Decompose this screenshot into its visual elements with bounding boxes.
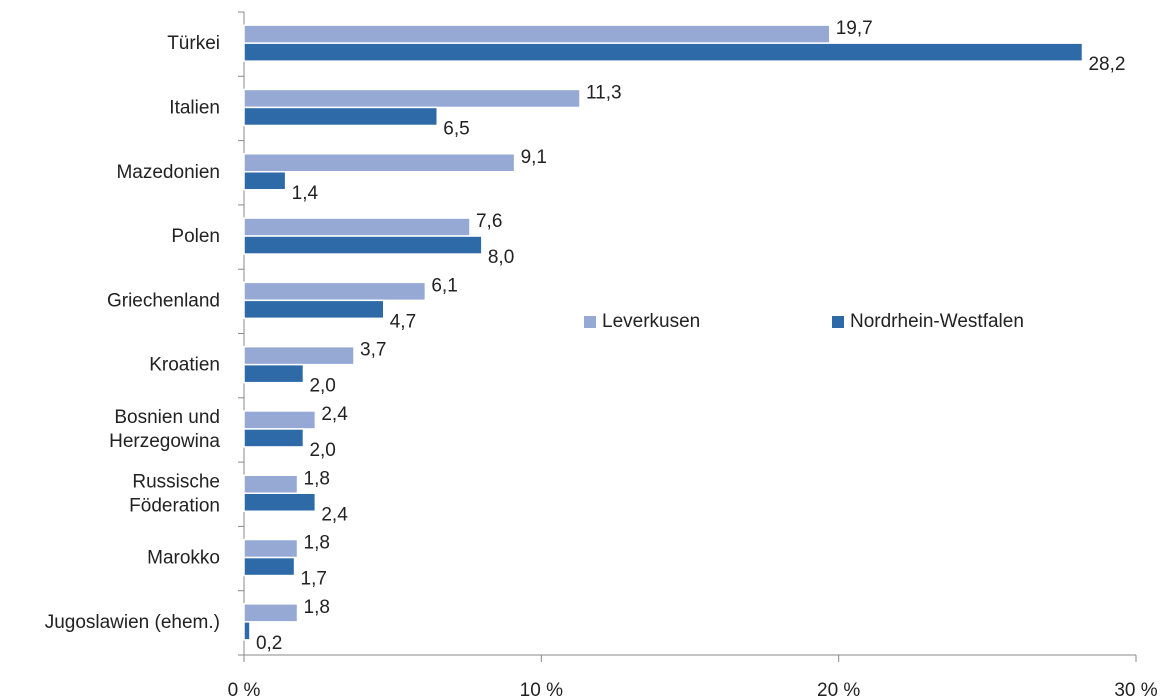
value-label: 2,0 [309,440,335,461]
bar [243,345,355,366]
bar [243,24,831,44]
legend-label: Leverkusen [602,311,700,332]
y-tick-label: Italien [169,97,220,118]
value-label: 3,7 [360,340,386,361]
x-tick-label: 20 % [817,680,860,700]
value-label: 4,7 [390,311,416,332]
bar [243,106,439,127]
value-label: 1,8 [304,468,330,489]
x-tick-label: 10 % [520,680,563,700]
bar [243,538,299,559]
y-tick-label: Jugoslawien (ehem.) [45,612,220,633]
bar [243,299,385,320]
value-label: 0,2 [256,633,282,654]
bar [243,603,299,623]
value-label: 2,4 [321,404,348,425]
bar [243,621,251,641]
value-label: 7,6 [476,211,502,232]
value-label: 2,4 [321,504,348,525]
y-tick-label: Russische Föderation [129,471,220,516]
bar [243,153,516,173]
bar [243,492,317,512]
bar [243,42,1084,62]
value-label: 1,8 [304,597,330,618]
y-tick-label: Polen [171,226,220,247]
bar [243,217,471,237]
value-label: 9,1 [521,147,547,168]
bar [243,363,305,384]
bar [243,235,483,255]
bar [243,88,581,109]
value-label: 1,8 [304,533,330,554]
bar [243,428,305,448]
value-label: 28,2 [1088,54,1125,75]
value-label: 1,7 [301,569,327,590]
legend-label: Nordrhein-Westfalen [850,311,1024,332]
value-label: 1,4 [292,183,319,204]
legend-swatch [584,316,596,328]
bar [243,281,427,302]
bar [243,171,287,191]
y-tick-label: Griechenland [107,290,220,311]
value-label: 6,1 [431,275,457,296]
y-tick-label: Mazedonien [116,162,220,183]
value-label: 6,5 [443,118,469,139]
value-label: 19,7 [836,18,873,39]
bar [243,410,317,430]
y-tick-label: Türkei [167,33,220,54]
y-tick-label: Kroatien [149,355,220,376]
value-label: 11,3 [586,82,622,103]
bar [243,556,296,577]
y-tick-label: Bosnien und Herzegowina [109,407,220,452]
value-label: 8,0 [488,247,514,268]
bar [243,474,299,494]
y-tick-label: Marokko [147,548,220,569]
x-tick-label: 30 % [1114,680,1157,700]
legend-swatch [832,316,844,328]
value-label: 2,0 [309,376,335,397]
x-tick-label: 0 % [228,680,261,700]
